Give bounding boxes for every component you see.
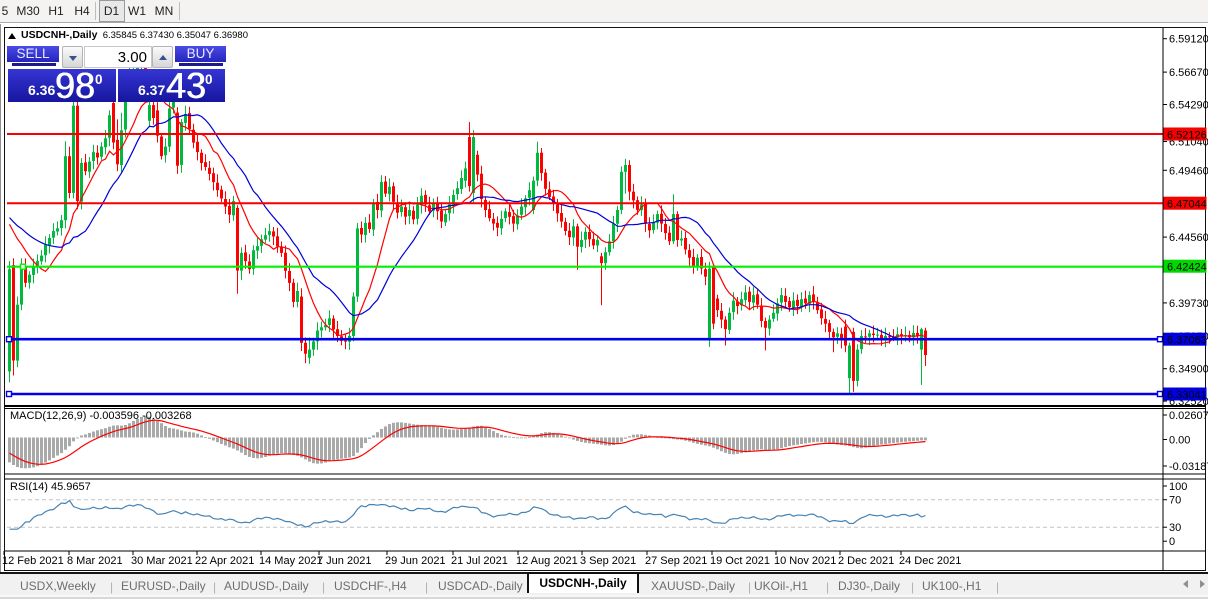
svg-text:19 Oct 2021: 19 Oct 2021 (710, 555, 770, 567)
svg-text:6.52126: 6.52126 (1167, 130, 1207, 142)
svg-text:6.59120: 6.59120 (1169, 34, 1208, 46)
svg-text:RSI(14) 45.9657: RSI(14) 45.9657 (10, 481, 91, 493)
svg-text:3 Sep 2021: 3 Sep 2021 (580, 555, 636, 567)
svg-text:30 Mar 2021: 30 Mar 2021 (131, 555, 193, 567)
svg-text:7 Jun 2021: 7 Jun 2021 (317, 555, 371, 567)
svg-text:6.49460: 6.49460 (1169, 165, 1208, 177)
svg-text:29 Jun 2021: 29 Jun 2021 (385, 555, 446, 567)
svg-text:0: 0 (1169, 536, 1175, 548)
svg-text:30: 30 (1169, 522, 1181, 534)
svg-text:MACD(12,26,9) -0.003596 -0.003: MACD(12,26,9) -0.003596 -0.003268 (10, 410, 192, 422)
svg-text:2 Dec 2021: 2 Dec 2021 (838, 555, 894, 567)
svg-text:100: 100 (1169, 481, 1187, 493)
svg-text:6.34900: 6.34900 (1169, 364, 1208, 376)
svg-text:6.42424: 6.42424 (1167, 262, 1207, 274)
svg-text:24 Dec 2021: 24 Dec 2021 (899, 555, 961, 567)
svg-text:21 Jul 2021: 21 Jul 2021 (451, 555, 508, 567)
svg-text:0.00: 0.00 (1169, 435, 1190, 447)
svg-text:6.56670: 6.56670 (1169, 67, 1208, 79)
svg-text:22 Apr 2021: 22 Apr 2021 (195, 555, 254, 567)
svg-text:12 Feb 2021: 12 Feb 2021 (2, 555, 64, 567)
svg-text:6.54290: 6.54290 (1169, 100, 1208, 112)
svg-text:27 Sep 2021: 27 Sep 2021 (645, 555, 707, 567)
svg-text:6.37063: 6.37063 (1167, 335, 1207, 347)
svg-text:6.47044: 6.47044 (1167, 199, 1207, 211)
svg-text:6.33041: 6.33041 (1167, 390, 1207, 402)
svg-text:10 Nov 2021: 10 Nov 2021 (774, 555, 836, 567)
svg-text:12 Aug 2021: 12 Aug 2021 (516, 555, 578, 567)
svg-text:6.44560: 6.44560 (1169, 232, 1208, 244)
svg-text:-0.03187: -0.03187 (1169, 461, 1208, 473)
svg-text:8 Mar 2021: 8 Mar 2021 (67, 555, 123, 567)
svg-text:0.02607: 0.02607 (1169, 410, 1208, 422)
svg-text:70: 70 (1169, 495, 1181, 507)
svg-text:6.39730: 6.39730 (1169, 298, 1208, 310)
svg-text:14 May 2021: 14 May 2021 (259, 555, 323, 567)
